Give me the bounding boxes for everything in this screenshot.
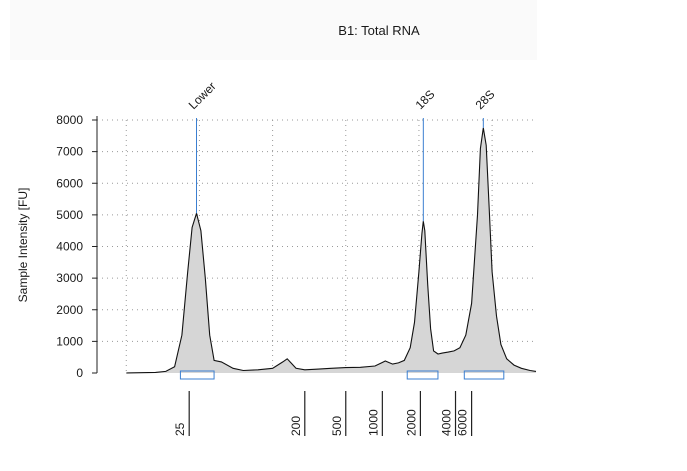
- peak-label: Lower: [186, 79, 219, 112]
- peak-label: 28S: [473, 87, 498, 112]
- y-tick-label: 6000: [56, 176, 83, 190]
- chart-title: B1: Total RNA: [338, 23, 420, 38]
- y-tick-label: 3000: [56, 271, 83, 285]
- y-tick-label: 7000: [56, 145, 83, 159]
- y-axis-label: Sample Intensity [FU]: [16, 188, 30, 303]
- y-tick-label: 2000: [56, 303, 83, 317]
- peak-label: 18S: [413, 87, 438, 112]
- ladder-tick-label: 6000: [456, 409, 470, 436]
- ladder-tick-label: 200: [289, 416, 303, 436]
- trace-area-layer: [126, 127, 537, 374]
- y-tick-label: 0: [76, 366, 83, 380]
- ladder-tick-label: 25: [173, 422, 187, 436]
- peak-window-box: [406, 370, 439, 380]
- peak-window-box: [179, 370, 215, 380]
- trace-fill: [126, 127, 537, 374]
- chart-header-band: [10, 0, 537, 60]
- y-tick-label: 5000: [56, 208, 83, 222]
- y-tick-label: 8000: [56, 113, 83, 127]
- trace-line: [126, 127, 537, 374]
- peak-window-box: [463, 370, 505, 380]
- y-tick-label: 4000: [56, 240, 83, 254]
- y-tick-label: 1000: [56, 334, 83, 348]
- ladder-axis-layer: 25 200 500 1000 2000 4000 6000: [173, 391, 473, 436]
- peak-marker-layer: Lower 18S 28S: [179, 79, 505, 380]
- ladder-tick-label: 500: [330, 416, 344, 436]
- ladder-tick-label: 1000: [366, 409, 380, 436]
- ladder-tick-label: 2000: [404, 409, 418, 436]
- ladder-tick-label: 4000: [440, 409, 454, 436]
- axis-layer: 0 1000 2000 3000 4000 5000 6000 7000 8000: [56, 113, 98, 380]
